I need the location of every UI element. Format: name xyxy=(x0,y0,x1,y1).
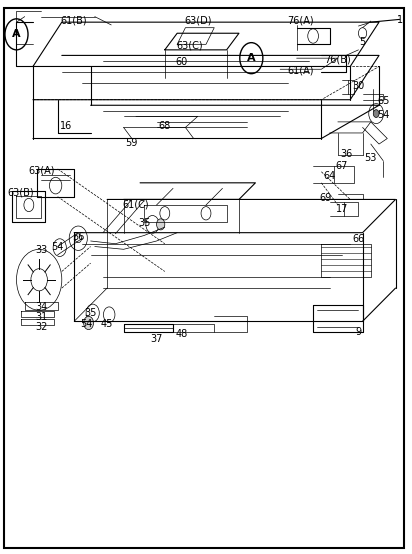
Text: 54: 54 xyxy=(377,110,389,120)
Text: 68: 68 xyxy=(159,121,171,131)
Text: 17: 17 xyxy=(336,204,348,214)
Text: 54: 54 xyxy=(52,242,64,252)
Text: 31: 31 xyxy=(35,312,47,322)
Text: 63(B): 63(B) xyxy=(7,187,34,197)
Text: 61(C): 61(C) xyxy=(123,200,149,210)
Text: 67: 67 xyxy=(336,161,348,171)
Text: 35: 35 xyxy=(138,218,150,228)
Circle shape xyxy=(84,316,94,330)
Text: A: A xyxy=(12,29,21,39)
Text: 76(A): 76(A) xyxy=(288,16,314,25)
Circle shape xyxy=(373,110,379,117)
Text: 37: 37 xyxy=(150,334,163,344)
Text: 56: 56 xyxy=(72,232,84,242)
Text: 76(B): 76(B) xyxy=(325,54,351,64)
Text: 64: 64 xyxy=(323,171,336,181)
Text: 69: 69 xyxy=(319,193,332,203)
Text: 53: 53 xyxy=(365,153,377,163)
Text: 33: 33 xyxy=(35,245,47,255)
Text: 54: 54 xyxy=(80,319,93,329)
Text: A: A xyxy=(247,53,255,63)
Text: 63(A): 63(A) xyxy=(28,165,54,175)
Circle shape xyxy=(31,269,47,291)
Text: 9: 9 xyxy=(356,327,361,337)
Circle shape xyxy=(358,28,367,39)
Text: 66: 66 xyxy=(352,234,365,244)
Text: 30: 30 xyxy=(352,81,365,91)
Text: 61(B): 61(B) xyxy=(61,16,87,25)
Text: 60: 60 xyxy=(175,57,187,67)
Text: 45: 45 xyxy=(101,319,113,329)
Text: 63(C): 63(C) xyxy=(176,40,203,50)
Text: 5: 5 xyxy=(359,37,366,47)
Text: 1: 1 xyxy=(397,16,403,25)
Text: 36: 36 xyxy=(340,149,352,159)
Text: 34: 34 xyxy=(35,302,47,312)
Circle shape xyxy=(75,234,82,243)
Circle shape xyxy=(157,219,165,230)
Text: 65: 65 xyxy=(377,96,389,106)
Text: 16: 16 xyxy=(60,121,72,131)
Text: 61(A): 61(A) xyxy=(288,65,314,75)
Text: 48: 48 xyxy=(175,329,187,338)
Text: 32: 32 xyxy=(35,322,47,332)
Text: 63(D): 63(D) xyxy=(184,16,211,25)
Text: 35: 35 xyxy=(84,308,97,318)
Text: 59: 59 xyxy=(126,138,138,148)
